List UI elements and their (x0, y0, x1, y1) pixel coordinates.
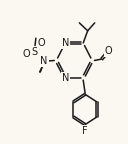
Text: S: S (31, 47, 38, 57)
Text: N: N (40, 56, 48, 66)
Text: O: O (105, 46, 112, 56)
Text: F: F (82, 126, 88, 136)
Text: O: O (38, 38, 45, 48)
Text: N: N (62, 38, 69, 48)
Text: N: N (62, 73, 69, 83)
Text: O: O (22, 49, 30, 59)
